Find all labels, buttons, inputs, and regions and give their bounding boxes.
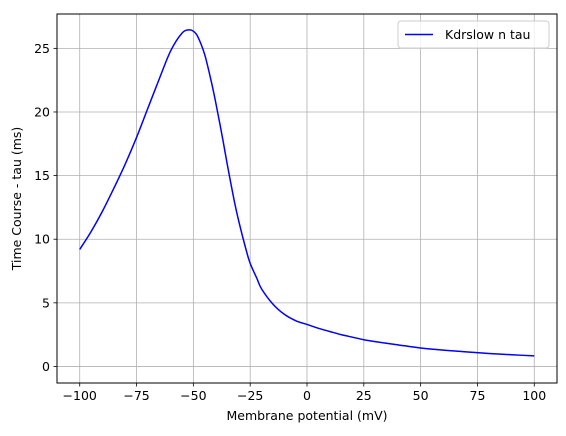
x-tick-label: −25: [237, 388, 263, 403]
x-axis-ticks: −100 −75 −50 −25 0 25 50 75 100: [63, 383, 546, 403]
x-tick-label: 25: [356, 388, 372, 403]
x-axis-label: Membrane potential (mV): [226, 408, 387, 423]
y-tick-label: 10: [34, 232, 50, 247]
legend: Kdrslow n tau: [397, 20, 550, 49]
y-tick-label: 20: [34, 104, 50, 119]
x-tick-label: 50: [413, 388, 429, 403]
x-tick-label: −100: [63, 388, 97, 403]
grid-lines: [57, 14, 557, 383]
y-axis-label: Time Course - tau (ms): [9, 127, 24, 272]
legend-label: Kdrslow n tau: [445, 27, 530, 42]
y-tick-label: 0: [42, 359, 50, 374]
x-tick-label: 75: [470, 388, 486, 403]
y-tick-label: 5: [42, 295, 50, 310]
y-tick-label: 15: [34, 168, 50, 183]
y-axis-ticks: 0 5 10 15 20 25: [34, 41, 57, 374]
series-lines: [79, 29, 535, 357]
legend-box: [397, 20, 550, 49]
x-tick-label: −75: [123, 388, 149, 403]
x-tick-label: −50: [180, 388, 206, 403]
series-line-kdrslow-n-tau: [79, 29, 535, 357]
y-tick-label: 25: [34, 41, 50, 56]
x-tick-label: 0: [303, 388, 311, 403]
x-tick-label: 100: [522, 388, 546, 403]
